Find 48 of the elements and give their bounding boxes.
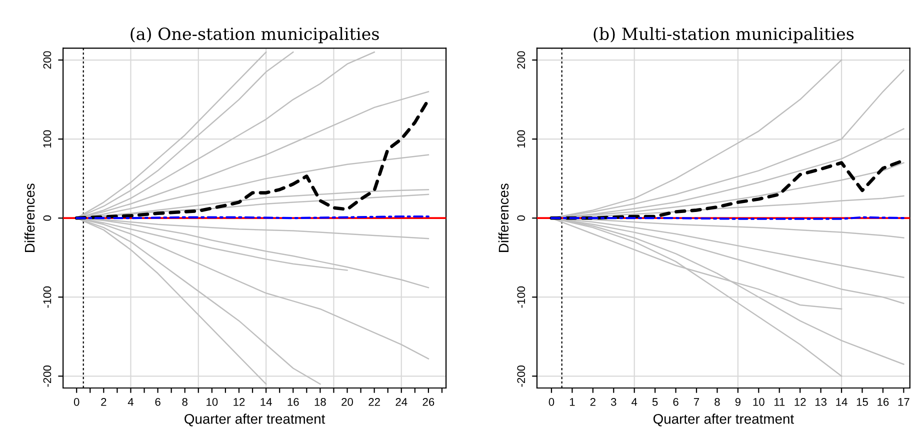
y-tick-label: -100 [43,286,52,308]
y-tick-label: 0 [517,215,526,221]
x-tick-label: 16 [878,398,889,406]
x-tick-label: 22 [368,398,380,406]
x-tick-label: 26 [422,398,434,406]
x-tick-label: 12 [794,398,806,406]
x-tick-label: 16 [288,398,299,406]
x-tick-label: 0 [74,398,80,406]
y-tick-label: -100 [517,286,526,308]
y-axis-title: Differences [24,184,35,252]
x-axis-title: Quarter after treatment [184,414,326,426]
x-tick-label: 12 [234,398,245,406]
x-tick-label: 24 [396,398,408,406]
x-axis-title: Quarter after treatment [653,414,794,426]
x-tick-label: 11 [774,398,785,406]
y-tick-label: 200 [43,51,52,69]
y-tick-label: 100 [517,130,526,148]
x-tick-label: 9 [735,398,740,406]
x-tick-label: 17 [898,398,910,406]
x-tick-label: 5 [652,398,658,406]
chart-title: (a) One-station municipalities [130,27,379,44]
x-tick-label: 6 [673,398,678,406]
x-tick-label: 0 [548,398,554,406]
x-tick-label: 3 [610,398,616,406]
x-tick-label: 13 [815,398,826,406]
y-axis-title: Differences [498,184,509,252]
x-tick-label: 7 [694,398,700,406]
y-tick-label: 100 [43,130,52,148]
x-tick-label: 20 [342,398,353,406]
chart-title: (b) Multi-station municipalities [594,27,854,44]
x-tick-label: 14 [260,398,272,406]
x-tick-label: 8 [714,398,720,406]
x-tick-label: 2 [101,398,106,406]
x-tick-label: 18 [314,398,326,406]
y-tick-label: 0 [43,215,52,221]
x-tick-label: 10 [753,398,764,406]
y-tick-label: 200 [517,51,526,69]
x-tick-label: 14 [836,398,848,406]
y-tick-label: -200 [43,365,52,387]
x-tick-label: 4 [632,398,638,406]
y-tick-label: -200 [517,365,526,387]
x-tick-label: 15 [856,398,868,406]
x-tick-label: 1 [570,398,575,406]
x-tick-label: 4 [128,398,134,406]
x-tick-label: 10 [206,398,218,406]
x-tick-label: 8 [182,398,188,406]
x-tick-label: 6 [155,398,160,406]
x-tick-label: 2 [590,398,596,406]
